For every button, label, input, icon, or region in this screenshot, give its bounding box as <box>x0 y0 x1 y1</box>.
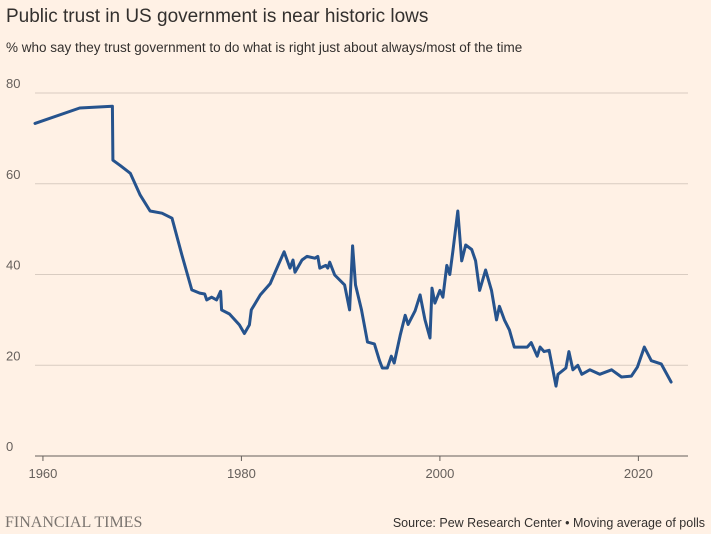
brand: FINANCIAL TIMES <box>5 514 142 531</box>
chart-title: Public trust in US government is near hi… <box>6 6 428 27</box>
y-tick-label: 60 <box>6 167 20 182</box>
data-line <box>33 104 673 388</box>
y-tick-label: 40 <box>6 258 20 273</box>
x-tick-label: 2000 <box>425 466 454 481</box>
chart-subtitle: % who say they trust government to do wh… <box>6 40 522 55</box>
y-tick-label: 20 <box>6 348 20 363</box>
source: Source: Pew Research Center • Moving ave… <box>393 516 705 530</box>
x-tick-label: 1960 <box>28 466 57 481</box>
x-tick-label: 1980 <box>227 466 256 481</box>
y-tick-label: 80 <box>6 76 20 91</box>
x-tick-label: 2020 <box>624 466 653 481</box>
y-tick-label: 0 <box>6 439 13 454</box>
